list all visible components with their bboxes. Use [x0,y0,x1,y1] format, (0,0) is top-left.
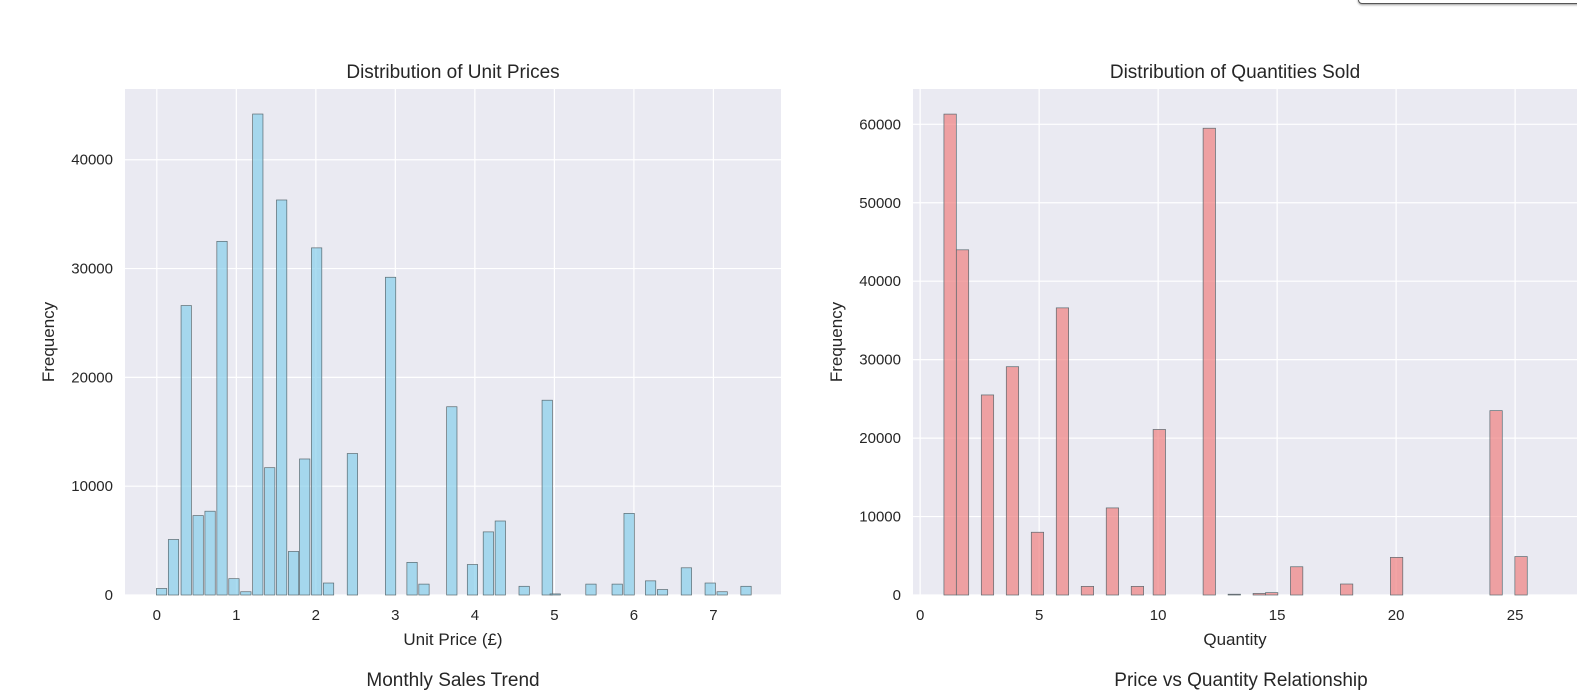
chart-title: Distribution of Unit Prices [346,62,559,83]
chart-unit-prices: 0 1 2 3 4 5 6 7 0 10000 20000 30000 40000 Distributio… [39,62,781,649]
histogram-bar [494,520,506,596]
y-tick-label: 40000 [71,152,113,169]
x-tick-label: 10 [1150,607,1167,624]
histogram-bar [1130,586,1144,596]
x-tick-label: 25 [1507,607,1524,624]
top-toolbar-edge [1358,0,1577,4]
histogram-bar [1080,586,1094,596]
x-tick-label: 15 [1269,607,1286,624]
histogram-bar [549,593,561,596]
histogram-bar [657,589,669,596]
histogram-bar [216,240,228,596]
x-axis-label: Quantity [1203,630,1267,649]
y-tick-label: 20000 [859,430,901,447]
y-tick-label: 10000 [859,509,901,526]
x-tick-label: 0 [153,607,161,624]
y-tick-label: 10000 [71,478,113,495]
histogram-bar [1390,556,1404,596]
histogram-bar [623,513,635,596]
chart-title: Price vs Quantity Relationship [1114,670,1367,691]
chart-title: Distribution of Quantities Sold [1110,62,1360,83]
x-axis-label: Unit Price (£) [403,630,502,649]
x-tick-label: 1 [232,607,240,624]
histogram-bar [252,113,264,596]
histogram-bar [418,583,430,596]
y-tick-label: 20000 [71,369,113,386]
x-tick-label: 4 [471,607,479,624]
histogram-bar [406,562,418,596]
histogram-bar [204,510,216,596]
x-tick-label: 5 [550,607,558,624]
histogram-bar [288,551,300,596]
histogram-bar [446,406,458,596]
histogram-bar [385,276,397,596]
histogram-bar [192,515,204,596]
histogram-bar [1227,593,1241,596]
histogram-bar [716,591,728,596]
histogram-bar [1005,366,1020,596]
y-axis-label: Frequency [39,301,58,382]
x-tick-label: 2 [312,607,320,624]
y-tick-label: 30000 [859,352,901,369]
histogram-bar [346,453,358,596]
histogram-bar [264,467,276,596]
histogram-bar [943,113,957,596]
histogram-bar [1265,592,1279,596]
histogram-bar [180,305,192,596]
y-axis-label: Frequency [827,301,846,382]
histogram-bar [1202,127,1216,596]
x-tick-label: 20 [1388,607,1405,624]
histogram-bar [740,585,752,596]
histogram-bar [311,247,323,596]
x-tick-label: 0 [916,607,924,624]
histogram-bar [1514,556,1528,596]
histogram-bar [611,583,623,596]
y-tick-label: 40000 [859,273,901,290]
histogram-bar [585,583,597,596]
histogram-bar [1105,507,1119,596]
histogram-bar [156,588,168,596]
histogram-bar [541,399,553,596]
histogram-bar [1340,583,1354,596]
histogram-bar [955,249,970,596]
histogram-bar [1152,429,1166,596]
histogram-bar [645,580,657,596]
x-tick-label: 3 [391,607,399,624]
y-tick-label: 0 [893,587,901,604]
histogram-bar [704,582,716,596]
y-tick-label: 50000 [859,195,901,212]
x-tick-label: 7 [709,607,717,624]
histogram-bar [1290,566,1304,596]
histogram-bar [1055,307,1069,596]
histogram-bar [680,567,692,596]
y-tick-label: 60000 [859,116,901,133]
histogram-bar [299,458,311,596]
histogram-bar [1489,410,1503,596]
histogram-bar [518,585,530,596]
chart-title: Monthly Sales Trend [366,670,539,691]
histogram-bar [323,582,335,596]
y-tick-label: 30000 [71,261,113,278]
histogram-bar [228,578,240,596]
histogram-bar [482,531,494,596]
y-tick-label: 0 [105,587,113,604]
histogram-bar [167,539,180,596]
x-tick-label: 5 [1035,607,1043,624]
histogram-bar [466,564,478,596]
histogram-bar [980,394,995,596]
histogram-bar [1030,531,1045,596]
histogram-bar [276,199,288,596]
histogram-bar [1252,593,1266,596]
plot-background [913,89,1577,595]
chart-quantities: 0 5 10 15 20 25 0 10000 20000 30000 40000 50000 6000… [827,62,1577,649]
x-tick-label: 6 [630,607,638,624]
histogram-bar [240,591,252,596]
